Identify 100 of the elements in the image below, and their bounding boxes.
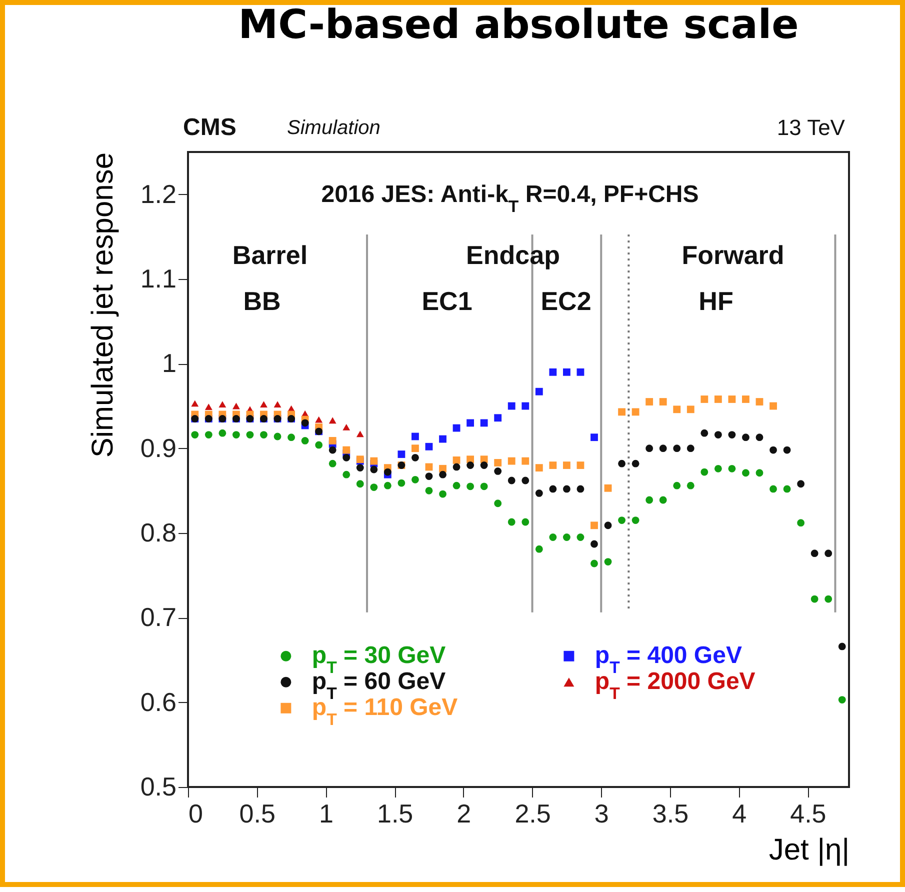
point — [398, 479, 406, 487]
point — [480, 482, 488, 490]
point — [508, 402, 516, 410]
point — [728, 464, 736, 472]
point — [632, 516, 640, 524]
x-tick-label: 2.5 — [514, 798, 551, 828]
point — [576, 368, 584, 376]
point — [425, 472, 433, 480]
point — [439, 490, 446, 498]
point — [246, 431, 254, 438]
point — [494, 414, 502, 422]
point — [356, 480, 364, 488]
y-tick-label: 0.9 — [140, 432, 176, 463]
point — [700, 429, 708, 437]
point — [783, 485, 791, 493]
point — [700, 396, 708, 403]
point — [756, 469, 764, 477]
x-tick-label: 1.5 — [376, 798, 414, 828]
point — [274, 401, 282, 408]
point — [618, 408, 626, 416]
point — [522, 476, 530, 484]
point — [356, 430, 364, 438]
annotation: HF — [698, 286, 734, 316]
point — [714, 396, 722, 403]
point — [576, 462, 584, 469]
x-tick-label: 3 — [594, 798, 609, 828]
x-axis-title: Jet |η| — [768, 834, 850, 866]
point — [384, 468, 392, 476]
point — [604, 484, 612, 492]
point — [301, 437, 309, 444]
point — [549, 462, 557, 469]
point — [686, 406, 694, 414]
chart-title: MC-based absolute scale — [238, 2, 799, 48]
point — [770, 446, 777, 454]
annotation: Forward — [682, 240, 784, 270]
point — [686, 444, 694, 452]
point — [204, 404, 212, 410]
y-tick-label: 0.6 — [140, 686, 176, 717]
point — [370, 484, 378, 491]
point — [342, 424, 350, 430]
annotation: Barrel — [232, 240, 308, 270]
y-tick-label: 0.7 — [140, 602, 176, 632]
point — [412, 454, 419, 462]
point — [342, 446, 350, 454]
point — [700, 468, 708, 476]
point — [632, 460, 640, 468]
point — [728, 431, 736, 438]
point — [673, 406, 681, 414]
point — [535, 388, 543, 396]
point — [494, 459, 502, 466]
point — [673, 482, 681, 490]
point — [288, 434, 295, 442]
point — [204, 431, 212, 438]
x-tick-label: 4 — [732, 798, 747, 828]
point — [659, 444, 667, 452]
point — [714, 431, 722, 438]
point — [646, 496, 654, 504]
point — [466, 419, 474, 427]
y-tick-label: 1.2 — [140, 178, 176, 209]
x-tick-label: 1 — [318, 798, 334, 828]
point — [412, 444, 419, 452]
x-tick-label: 3.5 — [652, 798, 689, 828]
point — [618, 516, 626, 524]
point — [301, 419, 309, 427]
point — [398, 450, 406, 458]
point — [632, 408, 640, 416]
point — [232, 402, 240, 410]
point — [260, 431, 268, 438]
point — [328, 446, 336, 454]
point — [562, 462, 570, 469]
point — [535, 464, 543, 472]
point — [232, 431, 240, 438]
point — [618, 460, 626, 468]
point — [356, 464, 364, 472]
point — [770, 402, 777, 410]
point — [466, 462, 474, 469]
y-tick-label: 0.8 — [140, 518, 176, 548]
point — [384, 482, 392, 490]
point — [810, 595, 818, 603]
point — [328, 417, 336, 424]
point — [742, 469, 750, 477]
point — [508, 457, 516, 465]
point — [742, 396, 750, 403]
x-tick-label: 0 — [188, 798, 203, 828]
point — [480, 419, 488, 427]
annotation: BB — [243, 286, 281, 316]
x-tick-label: 0.5 — [239, 798, 276, 828]
point — [728, 396, 736, 403]
point — [452, 463, 460, 471]
point — [494, 467, 502, 475]
point — [535, 545, 543, 553]
point — [714, 464, 722, 472]
point — [412, 476, 419, 484]
point — [576, 534, 584, 541]
point — [797, 519, 805, 527]
x-tick-label: 2 — [456, 798, 472, 828]
text: 13 TeV — [776, 115, 846, 140]
point — [535, 490, 543, 497]
point — [659, 496, 667, 504]
point — [191, 400, 199, 407]
